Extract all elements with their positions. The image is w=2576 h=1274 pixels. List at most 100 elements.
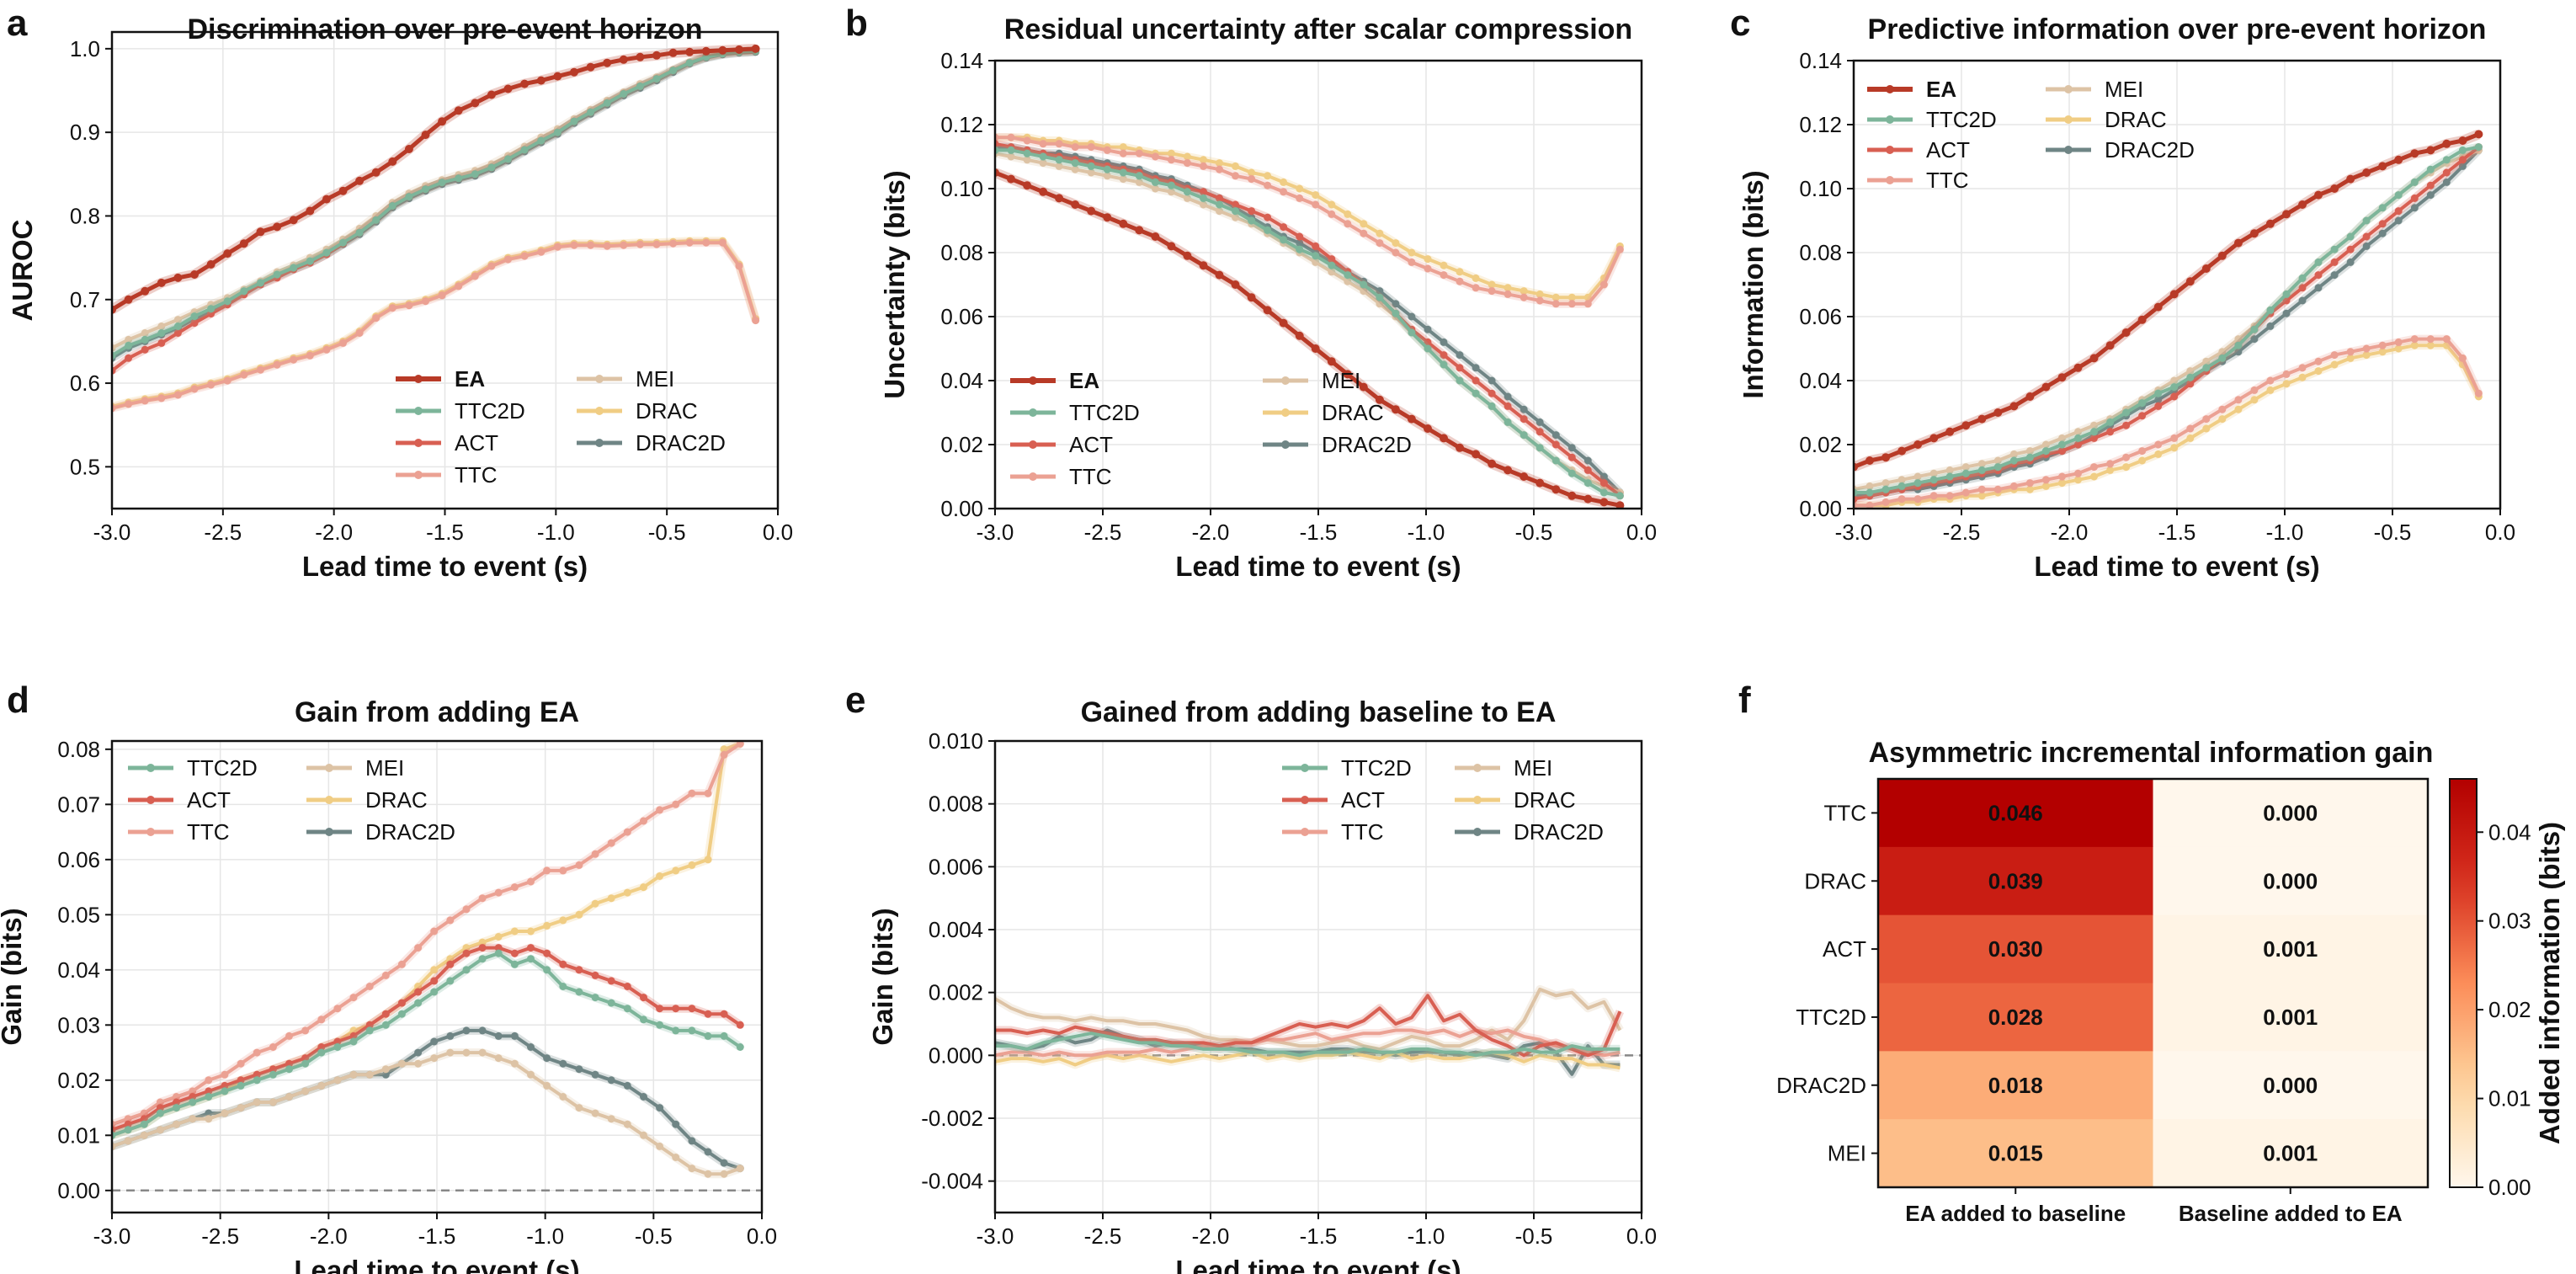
x-tick-label: -2.5 — [201, 1223, 239, 1249]
data-point-ea — [454, 106, 463, 115]
data-point-ea — [1055, 194, 1064, 203]
x-tick-label: 0.0 — [763, 520, 793, 545]
data-point-drac — [1977, 492, 1986, 500]
chart-title: Discrimination over pre-event horizon — [187, 13, 702, 45]
data-point-ttc2d — [1583, 479, 1592, 488]
data-point-mei — [1913, 472, 1922, 481]
x-tick-label: -1.5 — [1300, 520, 1338, 545]
legend-marker-ttc2d — [146, 764, 155, 772]
y-tick-label: 0.10 — [940, 176, 983, 201]
legend-label-ttc2d: TTC2D — [1069, 400, 1140, 425]
data-point-drac — [2122, 463, 2131, 472]
data-point-ttc — [607, 839, 615, 847]
heatmap-cell-label: 0.001 — [2263, 1141, 2318, 1166]
data-point-ttc2d — [656, 1021, 664, 1029]
data-point-drac — [1312, 191, 1320, 200]
data-point-ea — [2330, 184, 2339, 193]
data-point-ttc2d — [1296, 245, 1304, 253]
data-point-ttc2d — [301, 1059, 310, 1068]
chart-title: Gained from adding baseline to EA — [1081, 696, 1557, 728]
data-point-ttc — [1424, 264, 1432, 273]
data-point-drac — [575, 910, 583, 919]
data-point-ttc2d — [1264, 226, 1272, 234]
data-point-ea — [2249, 229, 2259, 238]
data-point-drac — [1167, 149, 1175, 157]
data-point-ttc2d — [672, 1026, 680, 1035]
x-tick-label: -2.0 — [2051, 520, 2089, 545]
data-point-drac — [656, 872, 664, 880]
data-point-ea — [471, 99, 480, 108]
data-point-drac2d — [1392, 300, 1400, 308]
data-point-ttc2d — [1360, 280, 1368, 289]
series-line-act — [112, 946, 742, 1132]
series-line-mei — [112, 48, 756, 350]
data-point-ea — [1520, 472, 1529, 481]
data-point-drac — [2058, 479, 2066, 488]
data-point-mei — [623, 1120, 631, 1128]
data-point-ttc2d — [575, 988, 583, 996]
data-point-drac2d — [623, 1081, 631, 1090]
data-point-ea — [1456, 443, 1464, 452]
data-point-ea — [2025, 392, 2035, 401]
data-point-act — [237, 1076, 245, 1085]
data-point-ttc2d — [1183, 188, 1191, 196]
data-point-drac — [494, 933, 503, 941]
colorbar-tick-label: 0.00 — [2488, 1175, 2531, 1200]
series-line-drac — [995, 136, 1622, 300]
data-point-drac — [1264, 172, 1272, 180]
data-point-ea — [1424, 424, 1432, 433]
data-point-ttc2d — [688, 1026, 696, 1035]
data-point-ttc — [2154, 440, 2163, 449]
data-point-ea — [1135, 226, 1144, 235]
data-point-mei — [269, 1098, 277, 1106]
data-point-ttc — [240, 370, 248, 379]
data-point-ttc2d — [422, 185, 429, 194]
data-point-ttc2d — [1520, 431, 1528, 440]
y-tick-label: 1.0 — [70, 36, 100, 61]
data-point-ttc — [1296, 194, 1304, 202]
data-point-ea — [735, 45, 743, 54]
data-point-act — [140, 1115, 148, 1123]
data-point-drac — [2330, 360, 2339, 369]
y-tick-label: 0.9 — [70, 120, 100, 145]
data-point-mei — [1232, 213, 1239, 221]
data-point-ea — [536, 76, 546, 85]
data-point-ea — [1583, 494, 1593, 504]
data-point-ea — [1327, 357, 1336, 366]
data-point-drac — [527, 927, 535, 936]
data-point-drac2d — [2266, 322, 2275, 330]
y-tick-label: 0.5 — [70, 454, 100, 479]
data-point-ttc — [1200, 162, 1207, 170]
data-point-ttc2d — [190, 312, 199, 321]
x-axis-label: Lead time to event (s) — [1175, 551, 1461, 582]
data-point-ttc — [2250, 386, 2259, 394]
data-point-ttc — [570, 241, 578, 249]
data-point-ttc2d — [494, 949, 503, 957]
data-point-ttc — [1071, 143, 1079, 152]
data-point-drac — [1551, 293, 1560, 301]
data-point-ea — [421, 131, 430, 140]
data-point-ttc — [2009, 482, 2018, 490]
series-group — [112, 43, 760, 413]
x-tick-label: -3.0 — [93, 1223, 131, 1249]
data-point-drac — [1472, 274, 1480, 282]
data-point-mei — [430, 1054, 439, 1063]
x-tick-label: -0.5 — [648, 520, 686, 545]
x-tick-label: -3.0 — [93, 520, 131, 545]
data-point-ttc2d — [339, 238, 347, 247]
data-point-act — [1312, 242, 1320, 250]
legend-label-drac: DRAC — [365, 787, 428, 813]
data-point-ttc2d — [349, 1037, 358, 1046]
data-point-ea — [2346, 174, 2355, 184]
data-point-mei — [1151, 184, 1159, 193]
legend-marker-ttc — [146, 828, 155, 836]
legend-marker-ttc2d — [1886, 115, 1894, 124]
data-point-ttc2d — [1216, 200, 1223, 209]
data-point-ea — [2169, 290, 2179, 299]
data-point-ttc — [1023, 136, 1031, 145]
data-point-ea — [157, 278, 166, 287]
data-point-ea — [1247, 293, 1256, 302]
data-point-ttc2d — [405, 193, 413, 201]
series-line-ttc2d — [112, 49, 756, 358]
y-tick-label: 0.8 — [70, 203, 100, 228]
